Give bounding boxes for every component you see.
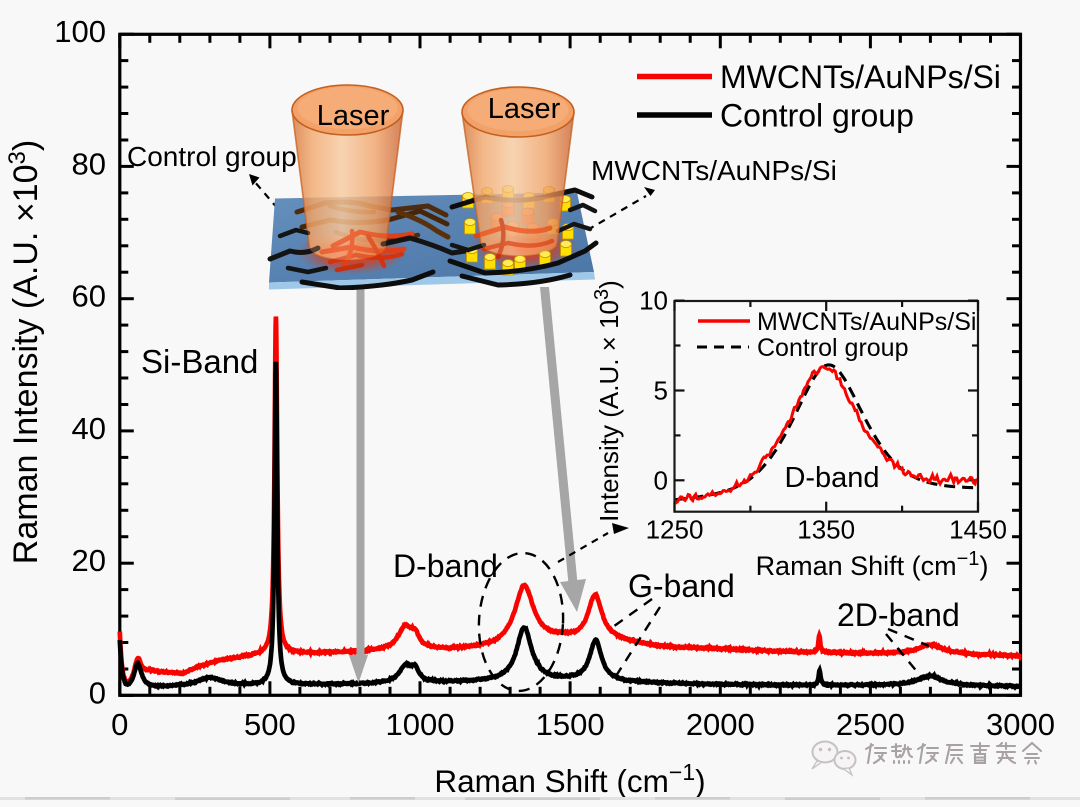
svg-text:20: 20 [72, 543, 106, 578]
svg-text:G-band: G-band [628, 568, 735, 604]
svg-text:2500: 2500 [836, 707, 905, 742]
svg-text:Raman Intensity (A.U. ×103): Raman Intensity (A.U. ×103) [4, 140, 45, 564]
svg-text:1350: 1350 [797, 515, 855, 545]
svg-text:Control group: Control group [757, 334, 908, 362]
svg-text:1250: 1250 [646, 515, 704, 545]
svg-text:Intensity (A.U. × 103): Intensity (A.U. × 103) [591, 280, 624, 522]
svg-text:1500: 1500 [536, 707, 605, 742]
svg-text:D-band: D-band [393, 548, 498, 584]
svg-text:500: 500 [244, 707, 296, 742]
svg-text:0: 0 [654, 465, 668, 495]
svg-text:3000: 3000 [986, 707, 1055, 742]
svg-text:80: 80 [72, 146, 106, 181]
svg-text:Raman Shift (cm−1): Raman Shift (cm−1) [756, 548, 989, 581]
svg-text:10: 10 [639, 286, 668, 316]
svg-text:Raman Shift (cm−1): Raman Shift (cm−1) [434, 759, 705, 799]
svg-text:Si-Band: Si-Band [141, 343, 258, 380]
svg-text:Laser: Laser [488, 93, 561, 125]
svg-text:1000: 1000 [386, 707, 455, 742]
svg-text:1450: 1450 [949, 515, 1007, 545]
svg-text:Control group: Control group [720, 98, 914, 134]
svg-text:MWCNTs/AuNPs/Si: MWCNTs/AuNPs/Si [720, 59, 1001, 95]
svg-text:2D-band: 2D-band [837, 597, 960, 633]
svg-text:MWCNTs/AuNPs/Si: MWCNTs/AuNPs/Si [757, 308, 976, 336]
svg-text:40: 40 [72, 411, 106, 446]
svg-text:MWCNTs/AuNPs/Si: MWCNTs/AuNPs/Si [591, 155, 837, 186]
svg-text:D-band: D-band [784, 462, 879, 494]
svg-text:2000: 2000 [686, 707, 755, 742]
svg-text:Control group: Control group [127, 141, 297, 172]
svg-text:0: 0 [111, 707, 128, 742]
svg-text:5: 5 [654, 376, 668, 406]
svg-text:100: 100 [54, 14, 106, 49]
svg-text:0: 0 [89, 675, 106, 710]
svg-text:Laser: Laser [317, 100, 390, 132]
svg-text:60: 60 [72, 279, 106, 314]
